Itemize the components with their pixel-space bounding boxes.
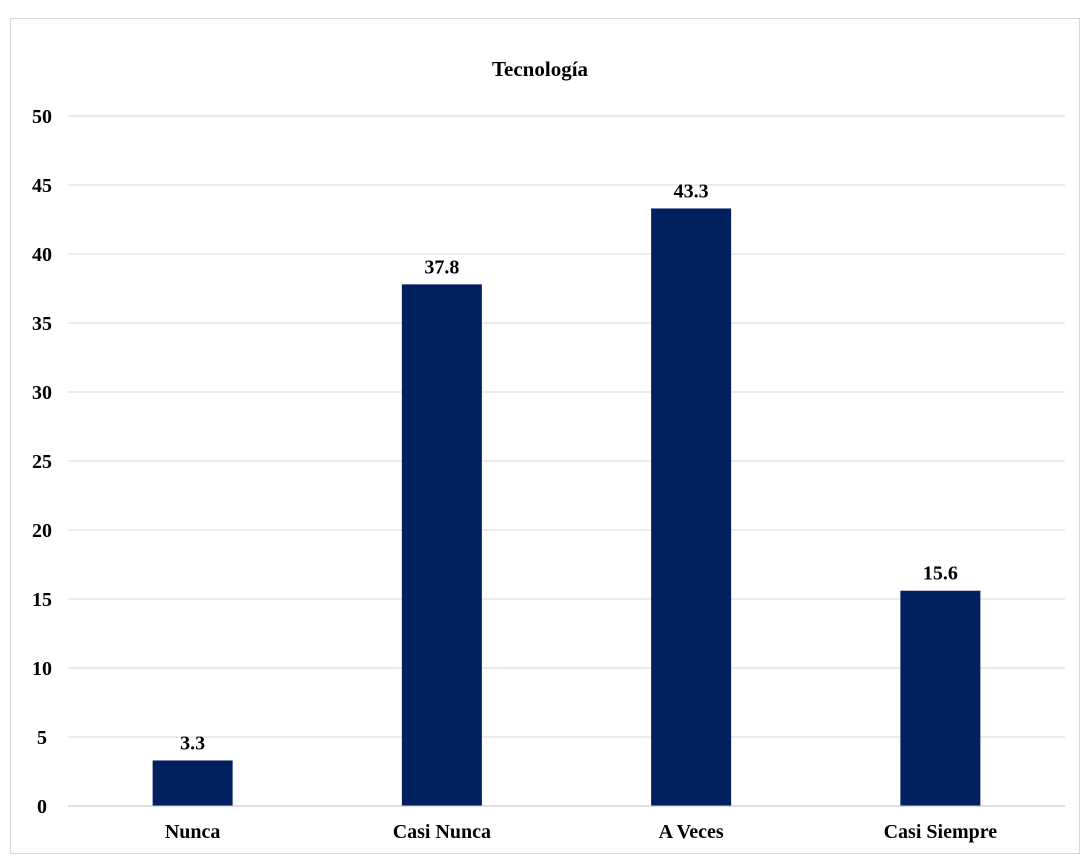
y-tick-label: 25 bbox=[32, 451, 52, 473]
bars bbox=[152, 208, 981, 806]
y-tick-label: 45 bbox=[32, 175, 52, 197]
gridlines bbox=[68, 115, 1065, 738]
data-label: 43.3 bbox=[674, 180, 709, 202]
y-tick-label: 40 bbox=[32, 244, 52, 266]
x-category-label: Casi Siempre bbox=[884, 821, 998, 843]
bar-casi-nunca bbox=[401, 284, 482, 806]
x-category-label: A Veces bbox=[659, 821, 724, 843]
chart-title: Tecnología bbox=[492, 57, 589, 81]
y-tick-label: 5 bbox=[37, 727, 47, 749]
bar-a-veces bbox=[651, 208, 732, 806]
data-label: 3.3 bbox=[180, 732, 205, 754]
data-label: 37.8 bbox=[424, 256, 459, 278]
y-tick-label: 30 bbox=[32, 382, 52, 404]
x-category-label: Casi Nunca bbox=[393, 821, 491, 843]
bar-casi-siempre bbox=[900, 590, 981, 806]
data-labels: 3.3 37.8 43.3 15.6 bbox=[180, 180, 958, 754]
y-tick-label: 15 bbox=[32, 589, 52, 611]
y-axis-ticks: 0 5 10 15 20 25 30 35 40 45 50 bbox=[32, 106, 52, 818]
y-tick-label: 0 bbox=[37, 796, 47, 818]
y-tick-label: 20 bbox=[32, 520, 52, 542]
y-tick-label: 35 bbox=[32, 313, 52, 335]
x-category-label: Nunca bbox=[165, 821, 221, 843]
data-label: 15.6 bbox=[923, 563, 958, 585]
bar-nunca bbox=[152, 760, 233, 806]
y-tick-label: 50 bbox=[32, 106, 52, 128]
x-axis-categories: Nunca Casi Nunca A Veces Casi Siempre bbox=[165, 821, 997, 843]
y-tick-label: 10 bbox=[32, 658, 52, 680]
